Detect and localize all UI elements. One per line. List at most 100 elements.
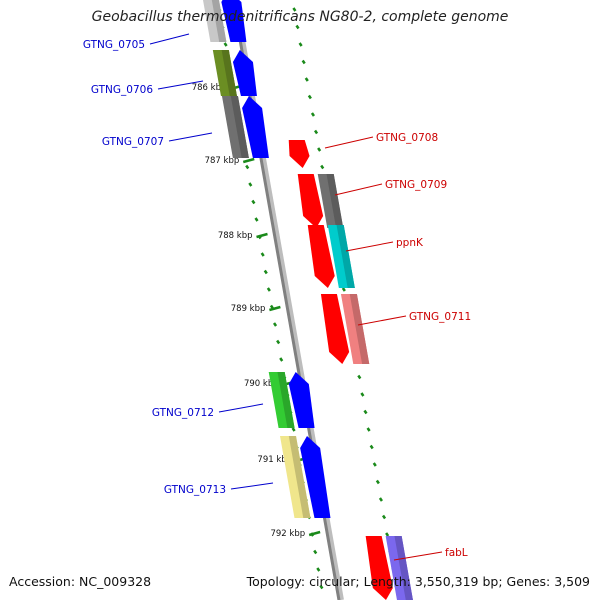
gene-label[interactable]: GTNG_0713	[164, 484, 226, 496]
tick-dot	[366, 427, 371, 432]
gene-gtng-0709[interactable]: GTNG_0709	[297, 174, 447, 228]
tick-dot	[273, 322, 278, 327]
cog-category-box-shade	[230, 96, 249, 158]
gene-gtng-0708[interactable]: GTNG_0708	[288, 132, 438, 168]
gene-label-leader	[149, 33, 190, 45]
cog-category-box-shade	[336, 225, 355, 288]
gene-label-leader	[218, 403, 264, 413]
gene-gtng-0705[interactable]: GTNG_0705	[83, 0, 247, 51]
gene-arrow[interactable]	[297, 174, 324, 228]
gene-label[interactable]: fabL	[445, 547, 468, 559]
cog-category-box-shade	[288, 436, 311, 518]
kbp-label: 789 kbp	[231, 304, 266, 314]
tick-dot	[223, 42, 228, 47]
gene-gtng-0713[interactable]: GTNG_0713	[164, 436, 331, 518]
gene-arrow[interactable]	[288, 372, 315, 428]
kbp-label: 790 kbp	[244, 379, 279, 389]
tick-dot	[316, 567, 321, 572]
tick-dot	[320, 164, 325, 170]
tick-dot	[248, 182, 253, 187]
gene-label[interactable]: GTNG_0708	[376, 132, 438, 144]
gene-label[interactable]: GTNG_0706	[91, 84, 153, 96]
tick-dot	[254, 217, 259, 222]
tick-dot	[372, 462, 377, 467]
tick-dot	[292, 7, 297, 12]
cog-category-box-shade	[326, 174, 344, 228]
kbp-label: 792 kbp	[270, 529, 305, 539]
genome-summary-text: Topology: circular; Length: 3,550,319 bp…	[246, 574, 590, 589]
kbp-label: 786 kbp	[192, 83, 227, 93]
kbp-tick	[308, 530, 321, 537]
tick-dot	[363, 409, 368, 415]
cog-category-box-shade	[394, 536, 413, 600]
kbp-tick	[242, 157, 255, 164]
gene-gtng-0711[interactable]: GTNG_0711	[320, 294, 471, 364]
gene-label[interactable]: GTNG_0707	[102, 136, 164, 148]
tick-dot	[317, 147, 322, 152]
tick-dot	[298, 42, 303, 47]
tick-dot	[295, 24, 300, 30]
tick-dot	[263, 269, 268, 275]
gene-label-leader	[168, 132, 213, 142]
cog-category-box-shade	[221, 50, 237, 96]
tick-dot	[304, 77, 309, 82]
tick-dot	[381, 514, 387, 520]
gene-label[interactable]: GTNG_0705	[83, 39, 145, 51]
gene-arrow[interactable]	[365, 536, 393, 600]
gene-label-leader	[334, 183, 383, 196]
tick-dot	[279, 357, 284, 362]
tick-dot	[307, 94, 312, 100]
gene-label-leader	[157, 80, 204, 90]
gene-label-leader	[393, 551, 443, 561]
kbp-label: 791 kbp	[257, 455, 292, 465]
kbp-label: 788 kbp	[218, 231, 253, 241]
tick-dot	[357, 374, 362, 380]
tick-dot	[251, 199, 256, 205]
kbp-label: 787 kbp	[205, 156, 240, 166]
gene-ppnk[interactable]: ppnK	[307, 225, 424, 288]
tick-dot	[319, 584, 324, 590]
tick-dot	[375, 479, 380, 485]
gene-label[interactable]: GTNG_0709	[385, 179, 447, 191]
cog-category-box-shade	[277, 372, 295, 428]
tick-dot	[266, 287, 271, 292]
diagram-title: Geobacillus thermodenitrificans NG80-2, …	[91, 9, 509, 25]
kbp-tick	[269, 305, 281, 312]
gene-label[interactable]: GTNG_0711	[409, 311, 471, 323]
gene-gtng-0706[interactable]: GTNG_0706	[91, 50, 257, 96]
gene-label-leader	[345, 241, 394, 252]
gene-arrow[interactable]	[307, 225, 335, 288]
tick-dot	[341, 287, 346, 292]
cog-category-box-shade	[349, 294, 370, 364]
gene-label-leader	[324, 136, 374, 149]
tick-dot	[314, 129, 319, 135]
tick-dot	[313, 549, 318, 555]
gene-label[interactable]: GTNG_0712	[152, 407, 214, 419]
gene-label-leader	[230, 482, 274, 490]
gene-fabl[interactable]: fabL	[365, 536, 468, 600]
accession-text: Accession: NC_009328	[9, 574, 152, 589]
tick-dot	[360, 392, 365, 397]
tick-dot	[245, 164, 250, 170]
gene-label-leader	[357, 315, 407, 326]
gene-arrow[interactable]	[300, 436, 331, 518]
gene-gtng-0707[interactable]: GTNG_0707	[102, 96, 269, 158]
tick-dot	[260, 252, 265, 257]
cog-category-box-shade	[211, 0, 227, 42]
gene-arrow[interactable]	[242, 96, 269, 158]
gene-gtng-0712[interactable]: GTNG_0712	[152, 372, 315, 428]
tick-dot	[385, 532, 390, 537]
gene-label[interactable]: ppnK	[396, 237, 424, 249]
gene-arrow[interactable]	[288, 140, 310, 168]
tick-dot	[301, 59, 306, 65]
tick-dot	[310, 112, 315, 117]
kbp-tick	[256, 232, 268, 239]
gene-arrow[interactable]	[320, 294, 350, 364]
tick-dot	[276, 339, 281, 345]
tick-dot	[378, 497, 383, 502]
tick-dot	[291, 427, 296, 432]
tick-dot	[369, 444, 374, 450]
gene-arrow[interactable]	[221, 0, 247, 42]
gene-arrow[interactable]	[232, 50, 257, 96]
